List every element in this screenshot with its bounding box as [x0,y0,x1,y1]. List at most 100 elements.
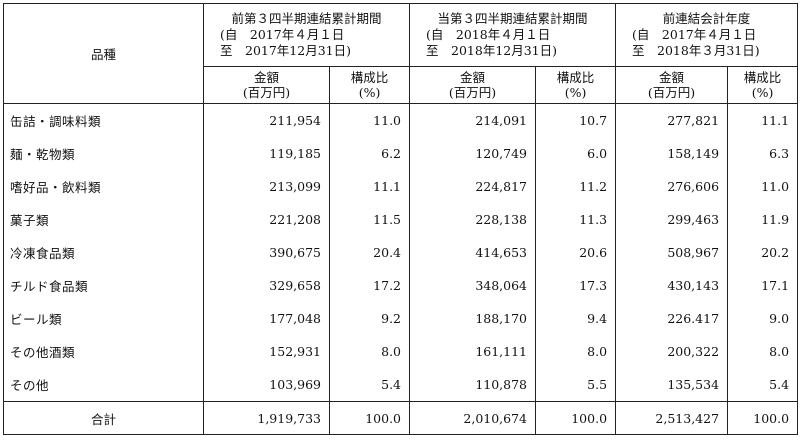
amount-cell: 152,931 [203,335,330,368]
category-cell: チルド食品類 [3,269,204,302]
ratio-cell: 5.4 [328,368,411,402]
ratio-cell: 11.9 [727,203,799,236]
table-row: 冷凍食品類 390,675 20.4 414,653 20.6 508,967 … [3,236,799,269]
amount-cell: 329,658 [203,269,330,302]
category-cell: 菓子類 [3,203,204,236]
amount-header-unit: (百万円) [647,85,696,100]
amount-cell: 430,143 [615,269,729,302]
ratio-header-unit: (%) [564,85,587,100]
ratio-header: 構成比 (%) [727,66,799,104]
amount-header-label: 金額 [659,70,685,85]
ratio-cell: 8.0 [727,335,799,368]
period-from: (自 2018年４月１日 [426,27,551,42]
ratio-cell: 20.2 [727,236,799,269]
category-header: 品種 [3,3,204,104]
period-to: 至 2017年12月31日) [220,43,351,58]
period-header-current-q3: 当第３四半期連結累計期間 (自 2018年４月１日 至 2018年12月31日) [409,3,617,67]
amount-cell: 110,878 [409,368,537,402]
amount-cell: 390,675 [203,236,330,269]
amount-cell: 119,185 [203,137,330,170]
amount-header-label: 金額 [253,70,279,85]
ratio-cell: 8.0 [535,335,617,368]
amount-cell: 508,967 [615,236,729,269]
ratio-cell: 10.7 [535,103,617,137]
ratio-cell: 9.0 [727,302,799,335]
period-header-prior-fy: 前連結会計年度 (自 2017年４月１日 至 2018年３月31日) [615,3,799,67]
ratio-cell: 11.0 [727,170,799,203]
table-row: チルド食品類 329,658 17.2 348,064 17.3 430,143… [3,269,799,302]
total-ratio-cell: 100.0 [727,401,799,435]
amount-header: 金額 (百万円) [409,66,537,104]
amount-cell: 188,170 [409,302,537,335]
ratio-header-unit: (%) [751,85,774,100]
ratio-cell: 6.0 [535,137,617,170]
period-header-prior-q3: 前第３四半期連結累計期間 (自 2017年４月１日 至 2017年12月31日) [202,3,411,67]
total-label: 合計 [3,401,204,435]
ratio-cell: 17.3 [535,269,617,302]
period-to: 至 2018年３月31日) [632,43,760,58]
ratio-cell: 17.1 [727,269,799,302]
ratio-header-unit: (%) [358,85,381,100]
amount-header-label: 金額 [460,70,486,85]
ratio-cell: 9.2 [328,302,411,335]
amount-cell: 161,111 [409,335,537,368]
category-cell: その他酒類 [3,335,204,368]
table-row: 嗜好品・飲料類 213,099 11.1 224,817 11.2 276,60… [3,170,799,203]
period-from: (自 2017年４月１日 [220,27,345,42]
amount-cell: 135,534 [615,368,729,402]
total-ratio-cell: 100.0 [535,401,617,435]
total-amount-cell: 2,513,427 [615,401,729,435]
sales-by-category-table: 品種 前第３四半期連結累計期間 (自 2017年４月１日 至 2017年12月3… [3,3,799,435]
table-row: 缶詰・調味料類 211,954 11.0 214,091 10.7 277,82… [3,103,799,137]
category-cell: 冷凍食品類 [3,236,204,269]
amount-header-unit: (百万円) [448,85,497,100]
table-row: 菓子類 221,208 11.5 228,138 11.3 299,463 11… [3,203,799,236]
ratio-header-label: 構成比 [350,70,389,85]
table-row: その他 103,969 5.4 110,878 5.5 135,534 5.4 [3,368,799,402]
ratio-header-label: 構成比 [556,70,595,85]
amount-cell: 226.417 [615,302,729,335]
amount-cell: 214,091 [409,103,537,137]
amount-header: 金額 (百万円) [615,66,729,104]
header-row-periods: 品種 前第３四半期連結累計期間 (自 2017年４月１日 至 2017年12月3… [3,3,799,104]
ratio-cell: 5.5 [535,368,617,402]
amount-header: 金額 (百万円) [203,66,330,104]
ratio-cell: 11.1 [727,103,799,137]
header-row-columns: 金額 (百万円) 構成比 (%) 金額 (百万円) 構成比 (%) 金額 (百万… [4,66,799,104]
ratio-cell: 20.4 [328,236,411,269]
ratio-header-label: 構成比 [743,70,782,85]
amount-cell: 277,821 [615,103,729,137]
ratio-cell: 11.3 [535,203,617,236]
category-cell: その他 [3,368,204,402]
amount-cell: 211,954 [203,103,330,137]
ratio-cell: 20.6 [535,236,617,269]
period-title: 前連結会計年度 [662,11,751,26]
ratio-header: 構成比 (%) [535,66,617,104]
sales-by-category-table-wrapper: 品種 前第３四半期連結累計期間 (自 2017年４月１日 至 2017年12月3… [3,3,799,435]
ratio-cell: 11.1 [328,170,411,203]
total-amount-cell: 2,010,674 [409,401,537,435]
amount-cell: 103,969 [203,368,330,402]
ratio-header: 構成比 (%) [328,66,411,104]
category-cell: ビール類 [3,302,204,335]
ratio-cell: 5.4 [727,368,799,402]
period-title: 前第３四半期連結累計期間 [231,11,382,26]
amount-cell: 276,606 [615,170,729,203]
table-row: 麺・乾物類 119,185 6.2 120,749 6.0 158,149 6.… [3,137,799,170]
ratio-cell: 9.4 [535,302,617,335]
amount-cell: 120,749 [409,137,537,170]
total-ratio-cell: 100.0 [328,401,411,435]
amount-cell: 177,048 [203,302,330,335]
table-row: ビール類 177,048 9.2 188,170 9.4 226.417 9.0 [3,302,799,335]
ratio-cell: 11.0 [328,103,411,137]
amount-cell: 224,817 [409,170,537,203]
amount-cell: 158,149 [615,137,729,170]
category-cell: 麺・乾物類 [3,137,204,170]
category-cell: 嗜好品・飲料類 [3,170,204,203]
ratio-cell: 11.5 [328,203,411,236]
amount-cell: 228,138 [409,203,537,236]
total-row: 合計 1,919,733 100.0 2,010,674 100.0 2,513… [3,401,799,435]
amount-cell: 414,653 [409,236,537,269]
amount-cell: 299,463 [615,203,729,236]
amount-cell: 348,064 [409,269,537,302]
